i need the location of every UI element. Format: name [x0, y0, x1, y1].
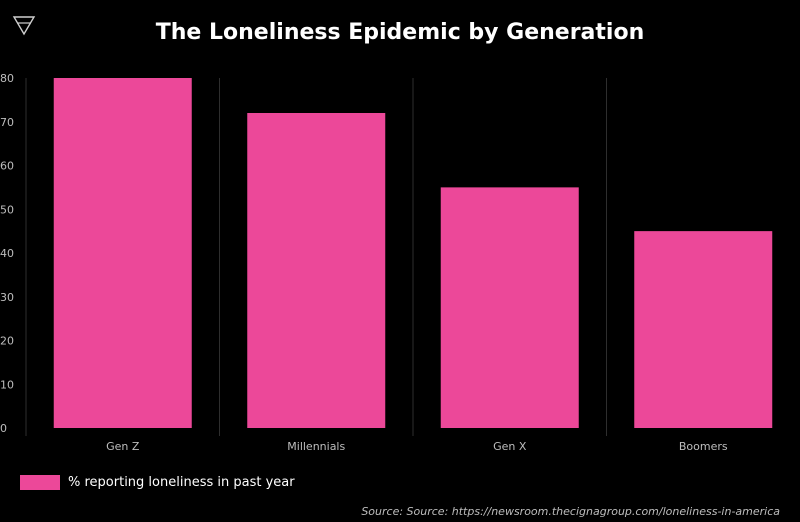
chart-title: The Loneliness Epidemic by Generation [155, 20, 645, 45]
y-tick-label: 60 [0, 160, 14, 173]
y-tick-label: 70 [0, 116, 14, 129]
x-tick-label: Gen X [493, 440, 527, 453]
x-tick-label: Millennials [287, 440, 345, 453]
legend-swatch [20, 475, 60, 490]
y-tick-label: 0 [0, 422, 7, 435]
source-note: Source: Source: https://newsroom.thecign… [361, 505, 780, 518]
y-tick-label: 40 [0, 247, 14, 260]
y-tick-label: 30 [0, 291, 14, 304]
y-tick-label: 10 [0, 378, 14, 391]
y-tick-label: 50 [0, 203, 14, 216]
x-tick-label: Boomers [679, 440, 728, 453]
x-tick-label: Gen Z [106, 440, 140, 453]
logo-icon [12, 16, 36, 36]
y-tick-label: 80 [0, 72, 14, 85]
bar-chart: 0 10 20 30 40 50 60 70 80 Gen Z Millennials Gen X Bo… [0, 72, 773, 453]
y-tick-label: 20 [0, 335, 14, 348]
legend: % reporting loneliness in past year [20, 475, 295, 490]
bar [634, 231, 773, 428]
bar [53, 78, 192, 428]
bar [247, 113, 386, 428]
legend-label: % reporting loneliness in past year [68, 475, 295, 490]
bar [440, 187, 579, 428]
